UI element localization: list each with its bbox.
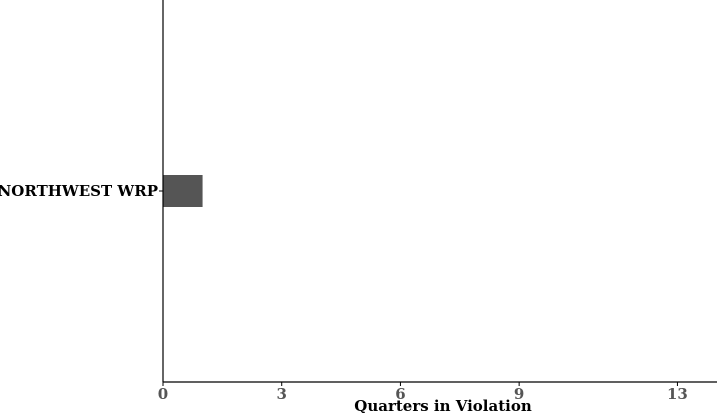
x-tick-label: 9	[514, 385, 524, 403]
x-tick-label: 0	[158, 385, 168, 403]
y-tick-label: NORTHWEST WRP	[0, 182, 158, 200]
y-tick-group: NORTHWEST WRP	[0, 182, 163, 200]
bars-group	[163, 175, 203, 207]
x-tick-label: 6	[395, 385, 405, 403]
x-tick-label: 3	[276, 385, 286, 403]
x-tick-label: 13	[667, 385, 688, 403]
x-tick-group: 0 3 6 9 13	[158, 382, 688, 403]
bar	[163, 175, 203, 207]
x-axis-title: Quarters in Violation	[354, 397, 532, 413]
